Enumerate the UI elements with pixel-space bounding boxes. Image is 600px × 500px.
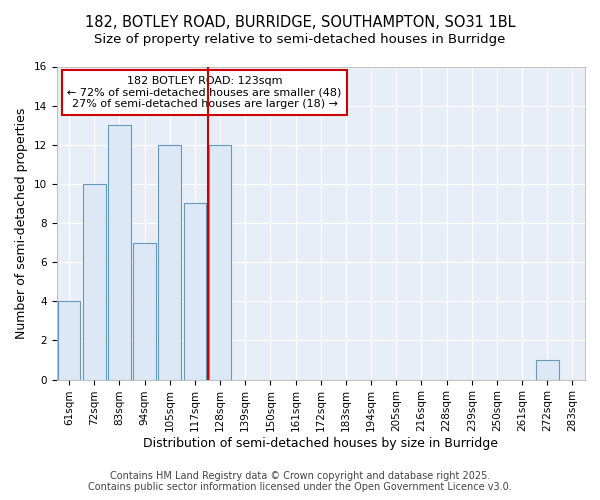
Bar	[536, 360, 559, 380]
Bar	[58, 302, 80, 380]
Bar	[184, 204, 206, 380]
Bar	[108, 125, 131, 380]
Bar	[133, 242, 156, 380]
Y-axis label: Number of semi-detached properties: Number of semi-detached properties	[15, 108, 28, 338]
Text: Contains HM Land Registry data © Crown copyright and database right 2025.
Contai: Contains HM Land Registry data © Crown c…	[88, 471, 512, 492]
X-axis label: Distribution of semi-detached houses by size in Burridge: Distribution of semi-detached houses by …	[143, 437, 498, 450]
Text: 182 BOTLEY ROAD: 123sqm
← 72% of semi-detached houses are smaller (48)
27% of se: 182 BOTLEY ROAD: 123sqm ← 72% of semi-de…	[67, 76, 341, 109]
Bar	[83, 184, 106, 380]
Bar	[158, 145, 181, 380]
Text: 182, BOTLEY ROAD, BURRIDGE, SOUTHAMPTON, SO31 1BL: 182, BOTLEY ROAD, BURRIDGE, SOUTHAMPTON,…	[85, 15, 515, 30]
Bar	[209, 145, 232, 380]
Text: Size of property relative to semi-detached houses in Burridge: Size of property relative to semi-detach…	[94, 32, 506, 46]
